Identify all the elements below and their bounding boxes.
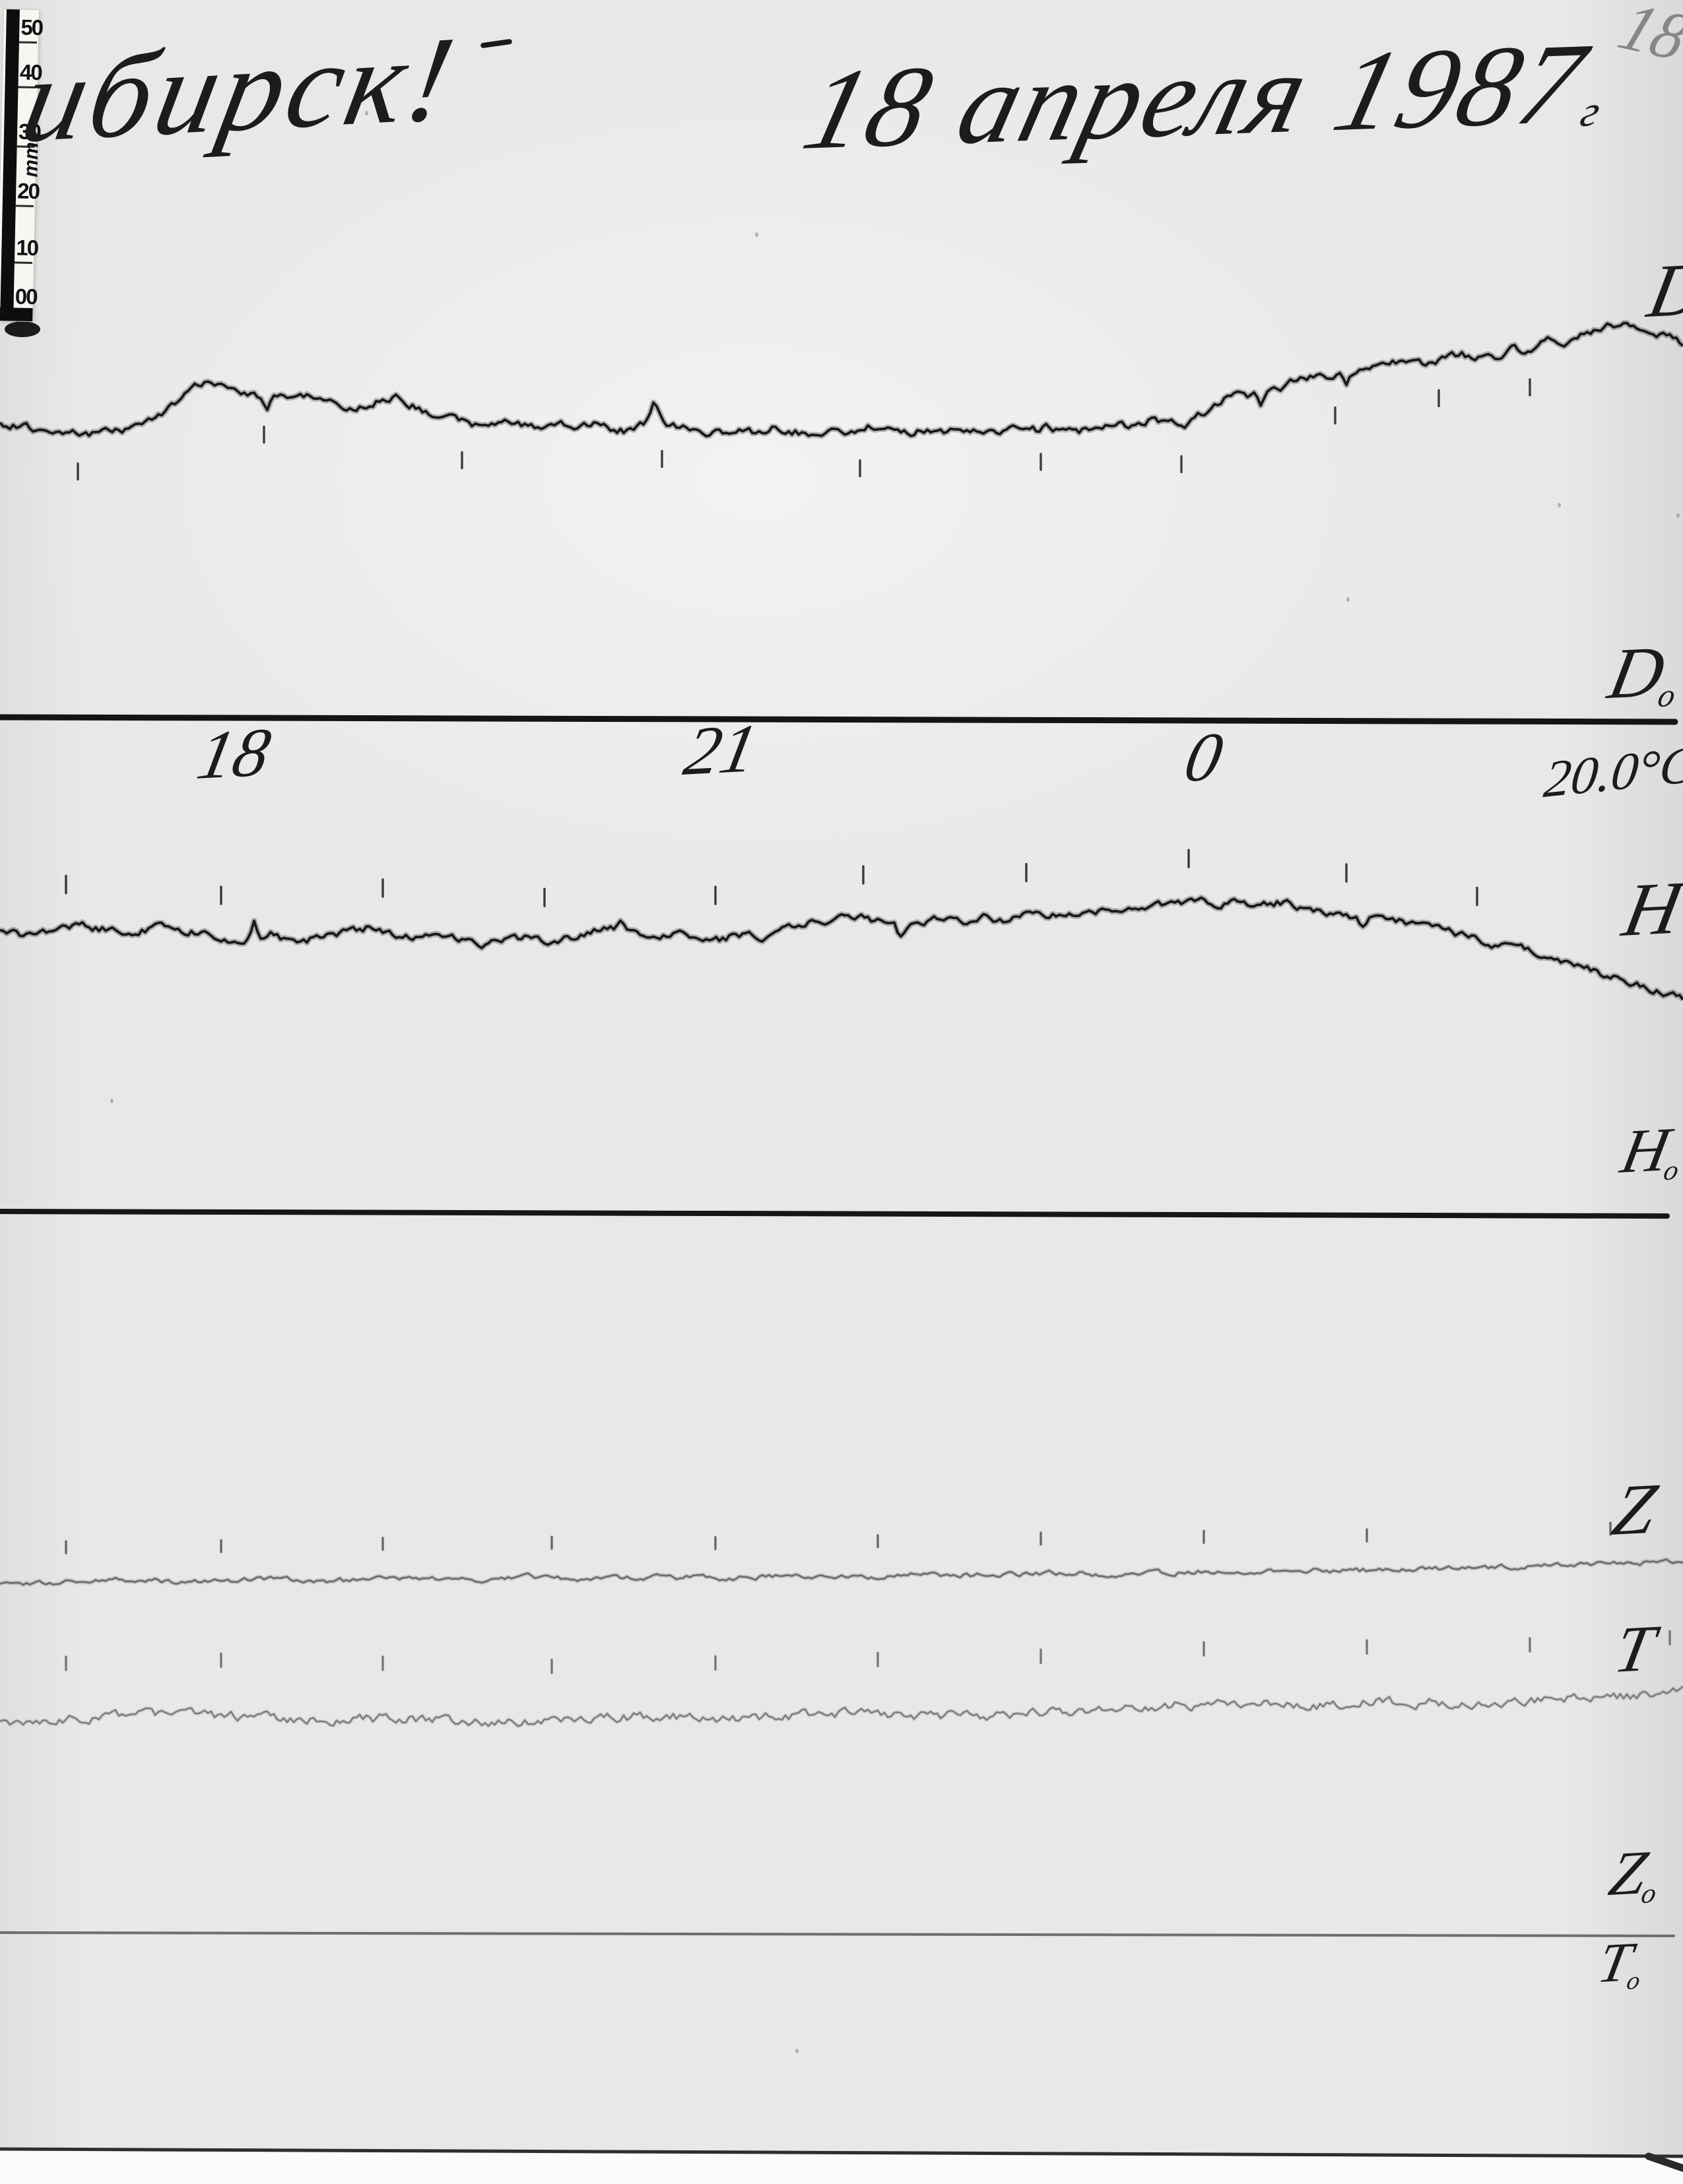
ruler-bottom-cap <box>0 307 33 322</box>
corner-ink-mark <box>1645 2152 1683 2172</box>
ruler-label-10: 10 <box>16 235 38 261</box>
trace-T <box>0 1686 1683 1727</box>
time-label-21: 21 <box>678 709 764 790</box>
trace-H <box>0 896 1683 1001</box>
trace-Z-halo <box>0 1557 1683 1588</box>
baseline-Z0 <box>0 1931 1675 1937</box>
baseline-D0 <box>0 714 1678 725</box>
dust-speck <box>795 2049 799 2053</box>
ruler-tick <box>15 205 34 208</box>
trace-label-D0: Do <box>1602 631 1679 715</box>
hour-ticks-H <box>65 849 1478 907</box>
baseline-H0 <box>0 1209 1670 1219</box>
dust-speck <box>110 1099 114 1103</box>
paper-bottom-edge <box>0 2147 1683 2158</box>
time-label-18: 18 <box>191 713 277 794</box>
ruler-tick <box>14 261 32 264</box>
temperature-label: 20.0°C <box>1541 735 1683 809</box>
ruler-label-50: 50 <box>20 15 43 40</box>
ruler-label-00: 00 <box>15 284 37 309</box>
dust-speck <box>365 111 368 115</box>
dust-speck <box>1346 597 1350 602</box>
trace-T-halo <box>0 1685 1683 1729</box>
record-date: 18 апреля 1987г <box>793 19 1622 174</box>
ruler-ink-smudge <box>5 321 40 337</box>
hour-ticks-Z <box>65 1522 1612 1555</box>
trace-D <box>0 321 1683 437</box>
hour-ticks-D <box>77 378 1531 481</box>
station-title: ибирск! <box>12 11 468 168</box>
ruler-tick <box>18 41 37 44</box>
ruler-label-20: 20 <box>16 178 40 204</box>
hour-ticks-T <box>65 1630 1671 1675</box>
dust-speck <box>755 232 758 237</box>
dust-speck <box>1676 513 1680 518</box>
trace-D-halo <box>0 320 1683 439</box>
trace-Z <box>0 1558 1683 1586</box>
scanner-background-band <box>0 2149 1683 2184</box>
dust-speck <box>1558 503 1561 507</box>
trace-H-halo <box>0 894 1683 1002</box>
